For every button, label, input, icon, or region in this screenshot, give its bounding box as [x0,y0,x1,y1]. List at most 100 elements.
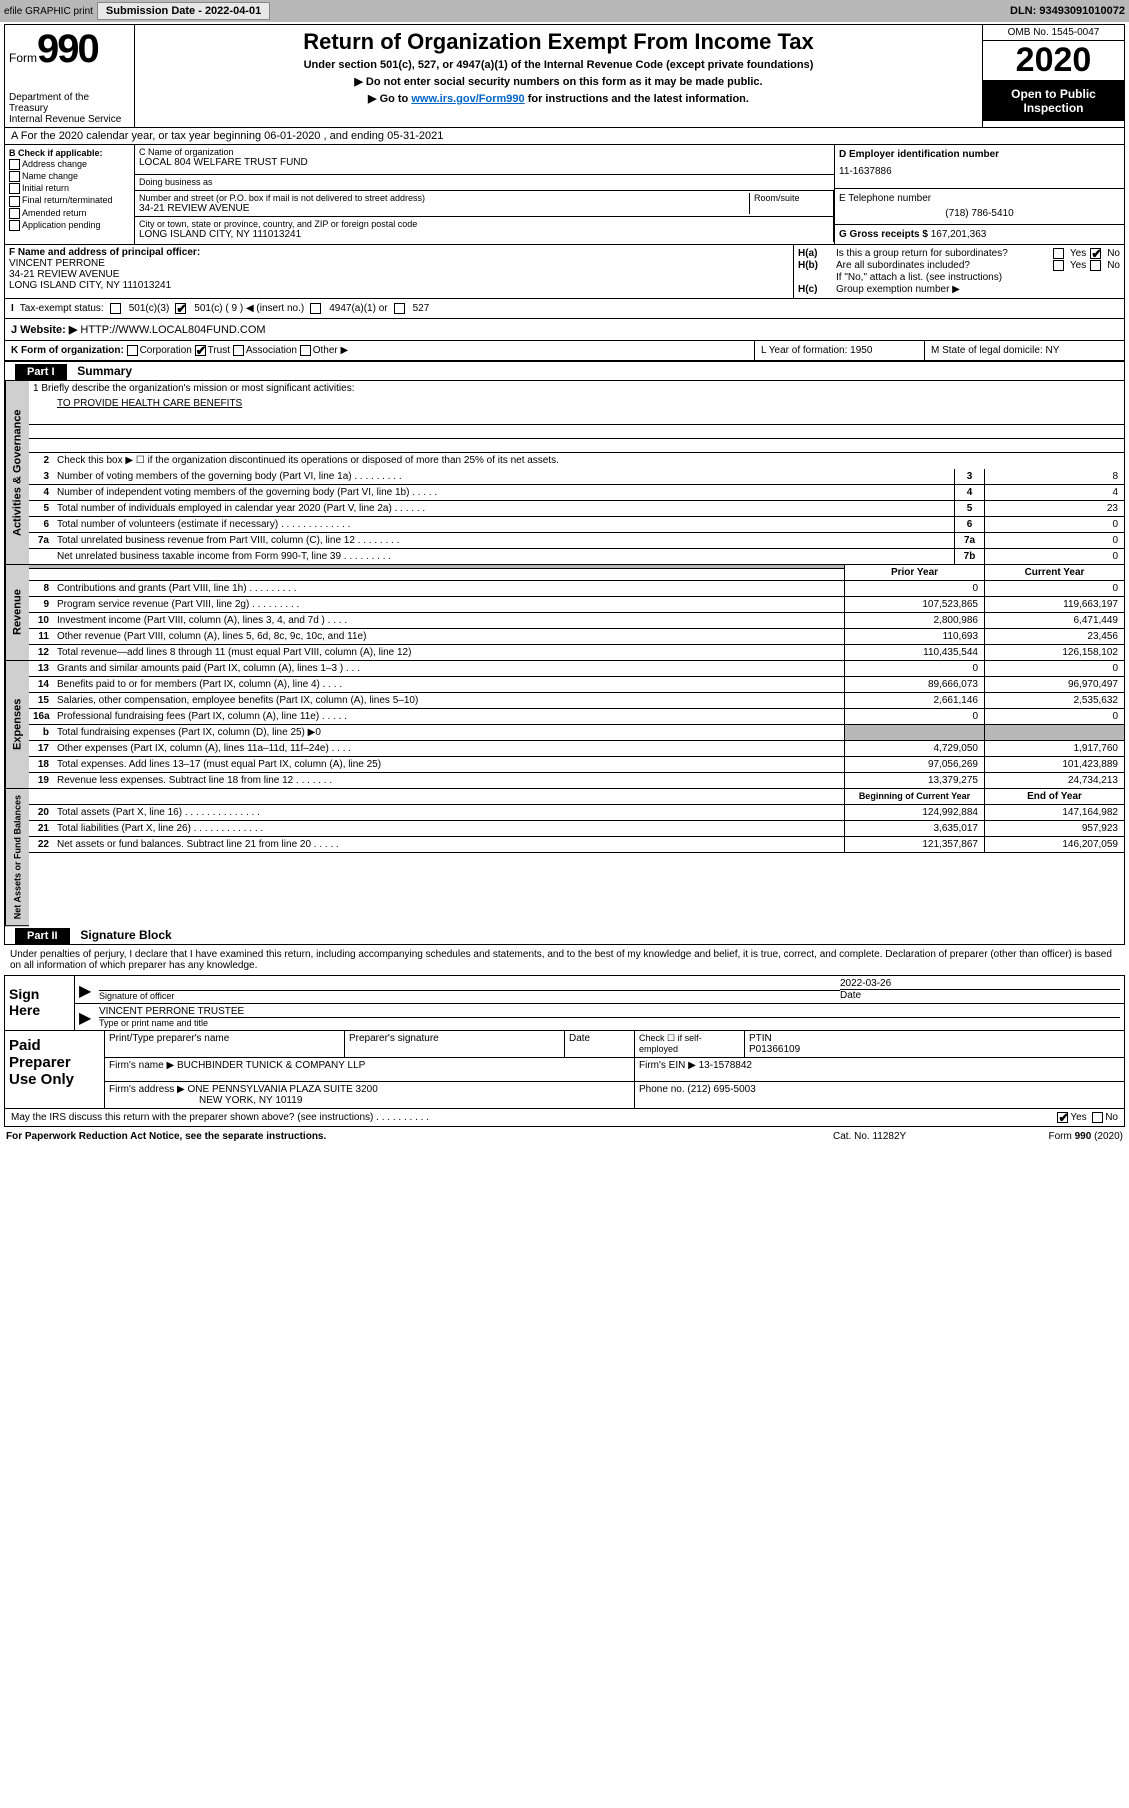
discuss-no[interactable] [1092,1112,1103,1123]
summary-line: 16a Professional fundraising fees (Part … [29,709,1124,725]
part1-title: Summary [69,364,132,378]
activities-governance: Activities & Governance 1 Briefly descri… [5,381,1124,565]
summary-line: 17 Other expenses (Part IX, column (A), … [29,741,1124,757]
form-990-page: Form990 Department of the Treasury Inter… [4,24,1125,945]
cb-application-pending[interactable]: Application pending [9,220,130,231]
catalog-number: Cat. No. 11282Y [833,1131,983,1142]
section-fh: F Name and address of principal officer:… [5,245,1124,299]
tax-year-range: A For the 2020 calendar year, or tax yea… [5,128,1124,145]
page-footer: For Paperwork Reduction Act Notice, see … [0,1129,1129,1144]
cb-corp[interactable] [127,345,138,356]
cb-final-return[interactable]: Final return/terminated [9,195,130,206]
mission-label: 1 Briefly describe the organization's mi… [29,381,1124,396]
hb-note: If "No," attach a list. (see instruction… [798,272,1120,283]
discuss-row: May the IRS discuss this return with the… [5,1108,1124,1126]
net-assets-section: Net Assets or Fund Balances Beginning of… [5,789,1124,926]
cb-amended-return[interactable]: Amended return [9,208,130,219]
sig-date: 2022-03-26 [840,978,891,989]
form-number: 990 [37,27,98,71]
form-version: Form 990 (2020) [983,1131,1123,1142]
cb-527[interactable] [394,303,405,314]
officer-label: F Name and address of principal officer: [9,247,789,258]
summary-line: 5 Total number of individuals employed i… [29,501,1124,517]
preparer-date-header: Date [565,1031,635,1057]
summary-line: 8 Contributions and grants (Part VIII, l… [29,581,1124,597]
part2-bar: Part II Signature Block [5,926,1124,944]
firm-ein: 13-1578842 [699,1060,752,1071]
street-label: Number and street (or P.O. box if mail i… [139,193,749,203]
row-klm: K Form of organization: Corporation Trus… [5,341,1124,362]
part1-header: Part I [15,364,67,380]
year-formation: L Year of formation: 1950 [754,341,924,360]
paperwork-notice: For Paperwork Reduction Act Notice, see … [6,1131,833,1142]
cb-trust[interactable] [195,345,206,356]
summary-line: 15 Salaries, other compensation, employe… [29,693,1124,709]
submission-date-button[interactable]: Submission Date - 2022-04-01 [97,2,270,20]
preparer-sig-header: Preparer's signature [345,1031,565,1057]
hb-no[interactable] [1090,260,1101,271]
summary-line: 9 Program service revenue (Part VIII, li… [29,597,1124,613]
summary-line: 19 Revenue less expenses. Subtract line … [29,773,1124,789]
form-title: Return of Organization Exempt From Incom… [139,29,978,55]
firm-addr2: NEW YORK, NY 10119 [109,1095,630,1106]
website-row: J Website: ▶ HTTP://WWW.LOCAL804FUND.COM [5,319,1124,341]
summary-line: 22 Net assets or fund balances. Subtract… [29,837,1124,853]
hc-text: Group exemption number ▶ [836,284,960,295]
section-f: F Name and address of principal officer:… [5,245,794,298]
tax-year: 2020 [983,41,1124,81]
open-to-public: Open to Public Inspection [983,81,1124,121]
form-prefix: Form [9,51,37,65]
signature-block: Sign Here ▶ Signature of officer 2022-03… [4,975,1125,1127]
cb-4947[interactable] [310,303,321,314]
revenue-section: Revenue Prior Year Current Year 8 Contri… [5,565,1124,661]
cb-501c3[interactable] [110,303,121,314]
k-label: K Form of organization: [11,345,124,356]
cb-501c[interactable] [175,303,186,314]
summary-line: 14 Benefits paid to or for members (Part… [29,677,1124,693]
form-header: Form990 Department of the Treasury Inter… [5,25,1124,128]
dept-treasury: Department of the Treasury Internal Reve… [9,92,130,125]
section-h: H(a)Is this a group return for subordina… [794,245,1124,298]
discuss-text: May the IRS discuss this return with the… [11,1112,1057,1123]
firm-name-label: Firm's name ▶ [109,1060,174,1071]
website-value: HTTP://WWW.LOCAL804FUND.COM [80,324,265,336]
top-bar: efile GRAPHIC print Submission Date - 20… [0,0,1129,22]
irs-link[interactable]: www.irs.gov/Form990 [411,93,524,105]
officer-addr2: LONG ISLAND CITY, NY 111013241 [9,280,789,291]
firm-phone: (212) 695-5003 [687,1084,755,1095]
summary-line: 12 Total revenue—add lines 8 through 11 … [29,645,1124,661]
firm-addr-label: Firm's address ▶ [109,1084,185,1095]
city-label: City or town, state or province, country… [139,219,829,229]
officer-printed-name: VINCENT PERRONE TRUSTEE [99,1006,1120,1017]
ha-yes[interactable] [1053,248,1064,259]
discuss-yes[interactable] [1057,1112,1068,1123]
hb-yes[interactable] [1053,260,1064,271]
summary-line: 10 Investment income (Part VIII, column … [29,613,1124,629]
org-name-label: C Name of organization [139,147,830,157]
org-name: LOCAL 804 WELFARE TRUST FUND [139,157,830,168]
gross-label: G Gross receipts $ [839,229,928,240]
phone-box: E Telephone number (718) 786-5410 [835,189,1124,225]
cb-name-change[interactable]: Name change [9,171,130,182]
summary-line: b Total fundraising expenses (Part IX, c… [29,725,1124,741]
end-year-header: End of Year [984,789,1124,804]
firm-ein-label: Firm's EIN ▶ [639,1060,696,1071]
summary-line: 7a Total unrelated business revenue from… [29,533,1124,549]
section-de: D Employer identification number 11-1637… [834,145,1124,244]
summary-line: 20 Total assets (Part X, line 16) . . . … [29,805,1124,821]
ptin-value: P01366109 [749,1044,800,1055]
cb-other[interactable] [300,345,311,356]
ein-value: 11-1637886 [839,166,1120,177]
side-revenue: Revenue [5,565,29,661]
subtitle-3: ▶ Go to www.irs.gov/Form990 for instruct… [139,92,978,105]
firm-phone-label: Phone no. [639,1084,685,1095]
paid-preparer: Paid Preparer Use Only Print/Type prepar… [5,1030,1124,1108]
cb-assoc[interactable] [233,345,244,356]
summary-line: Net unrelated business taxable income fr… [29,549,1124,565]
perjury-text: Under penalties of perjury, I declare th… [0,947,1129,973]
self-employed-cb[interactable]: Check ☐ if self-employed [635,1031,745,1057]
ha-no[interactable] [1090,248,1101,259]
cb-address-change[interactable]: Address change [9,159,130,170]
cb-initial-return[interactable]: Initial return [9,183,130,194]
tax-exempt-row: ITax-exempt status: 501(c)(3) 501(c) ( 9… [5,299,1124,319]
